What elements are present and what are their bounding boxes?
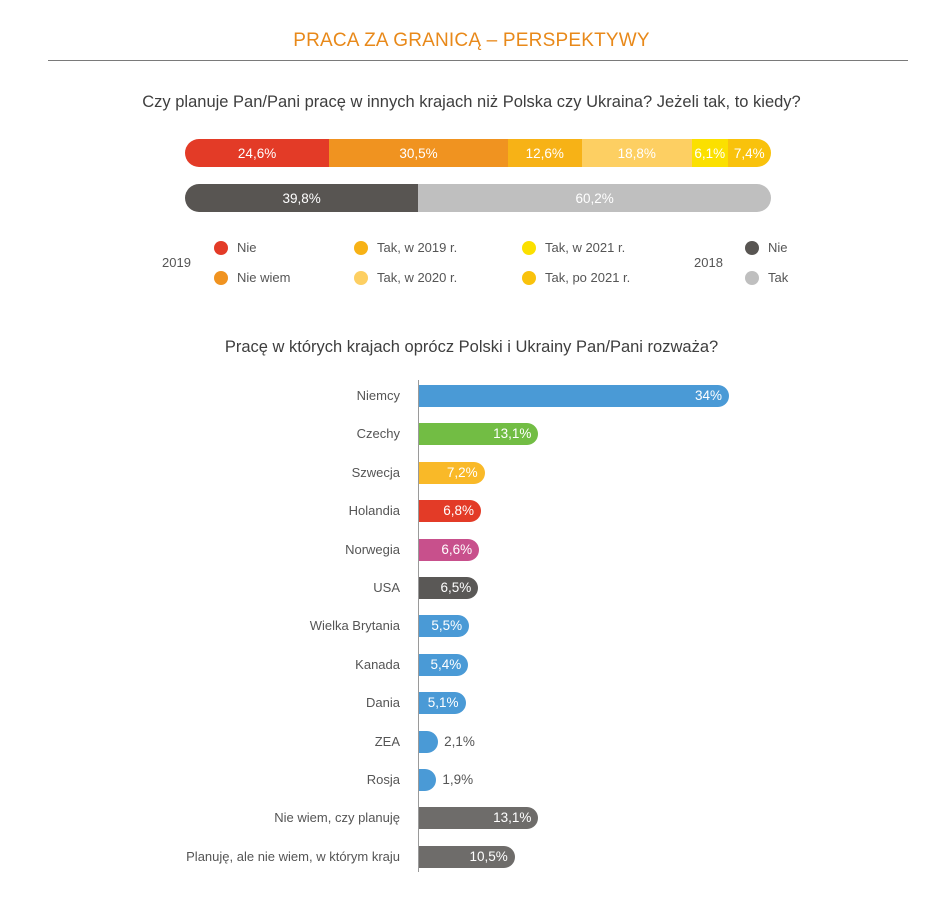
category-label: Wielka Brytania	[309, 618, 400, 634]
bar-value-label: 6,8%	[443, 503, 474, 519]
legend-item-tak-2020: Tak, w 2020 r.	[354, 270, 457, 285]
legend-dot	[745, 270, 759, 285]
bar	[419, 500, 481, 523]
stacked-bar-2018: 39,8% 60,2%	[185, 184, 771, 212]
page-title: PRACA ZA GRANICĄ – PERSPEKTYWY	[293, 30, 650, 51]
legend-label: Tak	[768, 270, 789, 285]
bar	[419, 807, 539, 830]
bar-segment-2019-2: 12,6%	[507, 139, 582, 167]
bar-value-label: 5,5%	[431, 618, 463, 634]
legend-dot	[745, 240, 759, 255]
category-label: Planuję, ale nie wiem, w którym kraju	[186, 848, 400, 864]
category-label: Dania	[366, 695, 400, 711]
bar	[419, 653, 469, 676]
legend-label: Tak, po 2021 r.	[545, 270, 631, 285]
bar	[419, 730, 439, 753]
segment-value-label: 18,8%	[617, 145, 656, 161]
bar-value-label: 2,1%	[444, 733, 475, 749]
bar	[419, 577, 479, 599]
question-2-title: Pracę w których krajach oprócz Polski i …	[224, 338, 719, 356]
category-label: Kanada	[355, 656, 400, 672]
bar	[419, 385, 729, 407]
segment-value-label: 39,8%	[282, 190, 321, 206]
segment-value-label: 60,2%	[575, 190, 614, 206]
category-label: Norwegia	[345, 541, 400, 557]
legend-dot	[354, 240, 368, 255]
category-label: Rosja	[366, 772, 400, 787]
bar-segment-2019-0: 24,6%	[185, 139, 330, 167]
category-label: Szwecja	[351, 464, 400, 480]
category-label: Nie wiem, czy planuję	[274, 810, 400, 826]
bar-segment-2019-4: 6,1%	[691, 139, 728, 167]
legend-year-2018: 2018	[694, 255, 723, 270]
segment-value-label: 24,6%	[237, 145, 277, 161]
bar-value-label: 34%	[694, 388, 722, 403]
bar	[419, 538, 480, 561]
legend-label: Tak, w 2020 r.	[377, 270, 458, 285]
category-label: Czechy	[356, 426, 400, 442]
legend-item-tak-2018: Tak	[745, 270, 788, 285]
bar-value-label: 5,4%	[430, 656, 462, 672]
bar	[419, 845, 515, 868]
legend-dot	[214, 270, 228, 285]
legend-item-nie-2018: Nie	[745, 240, 788, 255]
segment-value-label: 30,5%	[399, 145, 438, 161]
legend-label: Nie wiem	[237, 270, 291, 285]
legend-label: Tak, w 2019 r.	[377, 240, 458, 255]
bar-value-label: 1,9%	[442, 772, 474, 787]
bar-segment-2018-1: 60,2%	[418, 184, 771, 212]
stacked-bar-2019: 24,6% 30,5% 12,6% 18,8% 6,1% 7,4%	[185, 139, 771, 167]
legend-item-tak-po-2021: Tak, po 2021 r.	[522, 270, 630, 285]
category-label: USA	[373, 580, 400, 595]
legend-item-nie-wiem-2019: Nie wiem	[214, 270, 290, 285]
bar	[419, 769, 437, 791]
bar-value-label: 10,5%	[469, 848, 508, 864]
bar-value-label: 13,1%	[493, 810, 532, 826]
bar	[419, 423, 539, 446]
legend-item-tak-2019: Tak, w 2019 r.	[354, 240, 457, 255]
legend-dot	[522, 270, 536, 285]
legend-year-2019: 2019	[162, 255, 191, 270]
legend-dot	[522, 240, 536, 255]
bar	[419, 692, 466, 715]
segment-value-label: 6,1%	[694, 145, 726, 161]
bar-value-label: 5,1%	[427, 695, 459, 711]
category-label: Niemcy	[356, 388, 400, 403]
question-1-title: Czy planuje Pan/Pani pracę w innych kraj…	[142, 93, 801, 111]
segment-value-label: 7,4%	[733, 145, 765, 161]
legend-dot	[214, 240, 228, 255]
bar-value-label: 7,2%	[446, 464, 478, 480]
bar	[419, 615, 470, 638]
bar-segment-2019-3: 18,8%	[581, 139, 692, 167]
y-axis-line	[418, 380, 419, 872]
legend-label: Tak, w 2021 r.	[545, 240, 626, 255]
bar-segment-2018-0: 39,8%	[185, 184, 419, 212]
title-divider	[48, 60, 908, 61]
bar-segment-2019-1: 30,5%	[329, 139, 508, 167]
bar-segment-2019-5: 7,4%	[727, 139, 771, 167]
legend-item-tak-2021: Tak, w 2021 r.	[522, 240, 625, 255]
bar	[419, 461, 485, 484]
legend-label: Nie	[237, 240, 257, 255]
legend-label: Nie	[768, 240, 788, 255]
legend-dot	[354, 270, 368, 285]
category-label: ZEA	[374, 733, 400, 749]
segment-value-label: 12,6%	[525, 145, 564, 161]
bar-value-label: 6,5%	[440, 580, 472, 595]
bar-value-label: 13,1%	[493, 426, 532, 442]
legend-item-nie-2019: Nie	[214, 240, 257, 255]
category-label: Holandia	[348, 503, 400, 519]
bar-value-label: 6,6%	[441, 541, 473, 557]
